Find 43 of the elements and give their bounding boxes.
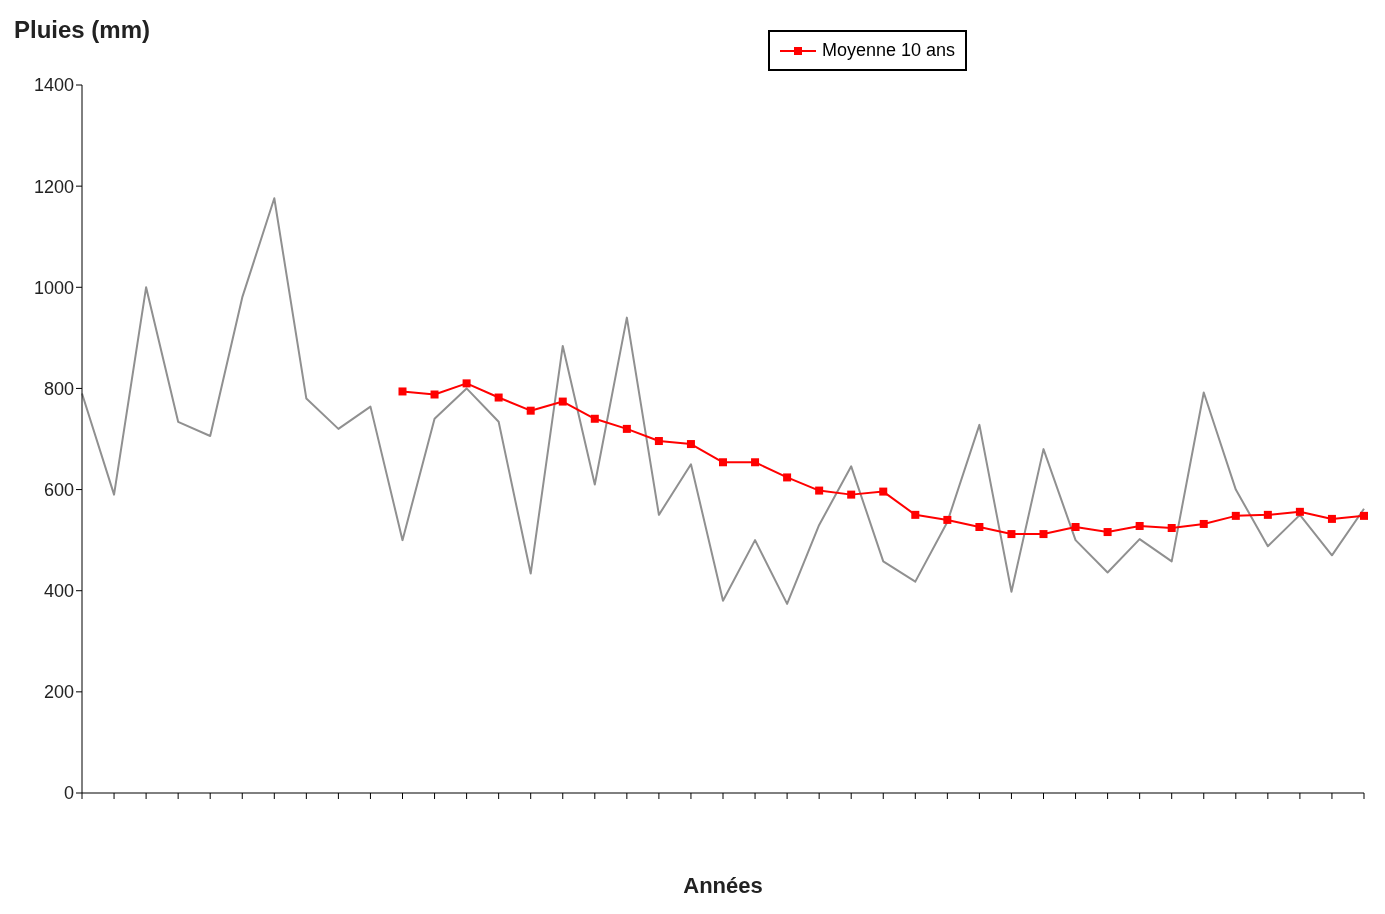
point — [1103, 528, 1112, 537]
point — [751, 458, 760, 467]
y-axis-title: Pluies (mm) — [14, 16, 151, 44]
point — [1135, 521, 1144, 530]
point — [1199, 519, 1208, 528]
point — [1360, 511, 1368, 520]
point — [1295, 507, 1304, 516]
y-tick-label: 600 — [43, 479, 74, 500]
point — [1071, 522, 1080, 531]
point — [719, 458, 727, 467]
point — [430, 390, 439, 399]
point — [1327, 514, 1336, 523]
y-tick-label: 200 — [43, 682, 74, 703]
point — [494, 393, 503, 402]
point — [622, 424, 631, 433]
point — [558, 397, 567, 406]
point — [654, 437, 663, 446]
point — [879, 487, 888, 496]
y-tick-label: 800 — [43, 378, 74, 399]
point — [462, 379, 471, 388]
point — [911, 510, 920, 519]
point — [1167, 524, 1176, 533]
point — [1263, 510, 1272, 519]
point — [1039, 530, 1048, 539]
x-axis-title: Années — [683, 873, 763, 898]
point — [815, 486, 824, 495]
point — [943, 515, 952, 524]
y-tick-label: 0 — [63, 783, 74, 804]
point — [1231, 511, 1240, 520]
y-tick-label: 1200 — [33, 176, 74, 197]
point — [783, 473, 792, 482]
y-tick-label: 400 — [43, 581, 74, 602]
legend-label: Moyenne 10 ans — [822, 40, 956, 61]
point — [526, 406, 535, 415]
point — [398, 387, 407, 396]
y-tick-label: 1400 — [33, 75, 74, 96]
point — [590, 414, 599, 423]
point — [847, 490, 856, 499]
y-tick-label: 1000 — [33, 277, 74, 298]
point — [686, 440, 695, 449]
point — [975, 522, 984, 531]
line-series — [81, 197, 1365, 605]
point — [1007, 530, 1016, 539]
